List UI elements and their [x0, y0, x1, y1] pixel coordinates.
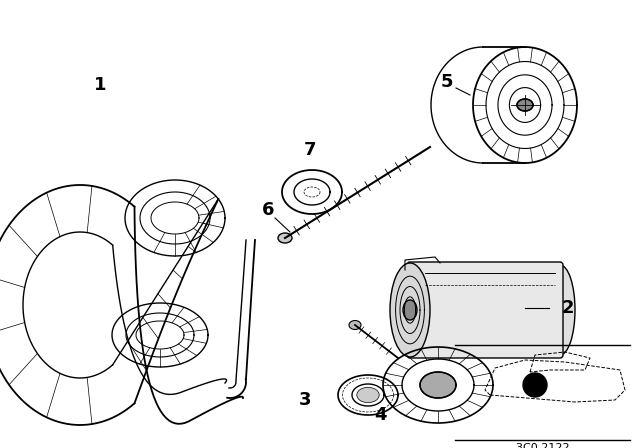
Text: 2: 2 [562, 299, 574, 317]
Ellipse shape [545, 265, 575, 355]
Ellipse shape [517, 99, 533, 111]
Text: 3C0 2122: 3C0 2122 [516, 443, 570, 448]
Ellipse shape [420, 372, 456, 398]
Ellipse shape [278, 233, 292, 243]
Text: 3: 3 [299, 391, 311, 409]
Text: 1: 1 [93, 76, 106, 94]
Ellipse shape [403, 300, 417, 320]
Text: 7: 7 [304, 141, 316, 159]
Ellipse shape [357, 388, 380, 403]
Ellipse shape [349, 320, 361, 329]
FancyBboxPatch shape [407, 262, 563, 358]
Text: 4: 4 [374, 406, 387, 424]
Text: 6: 6 [262, 201, 275, 219]
Text: 5: 5 [441, 73, 453, 91]
Circle shape [523, 373, 547, 397]
Ellipse shape [390, 263, 430, 357]
